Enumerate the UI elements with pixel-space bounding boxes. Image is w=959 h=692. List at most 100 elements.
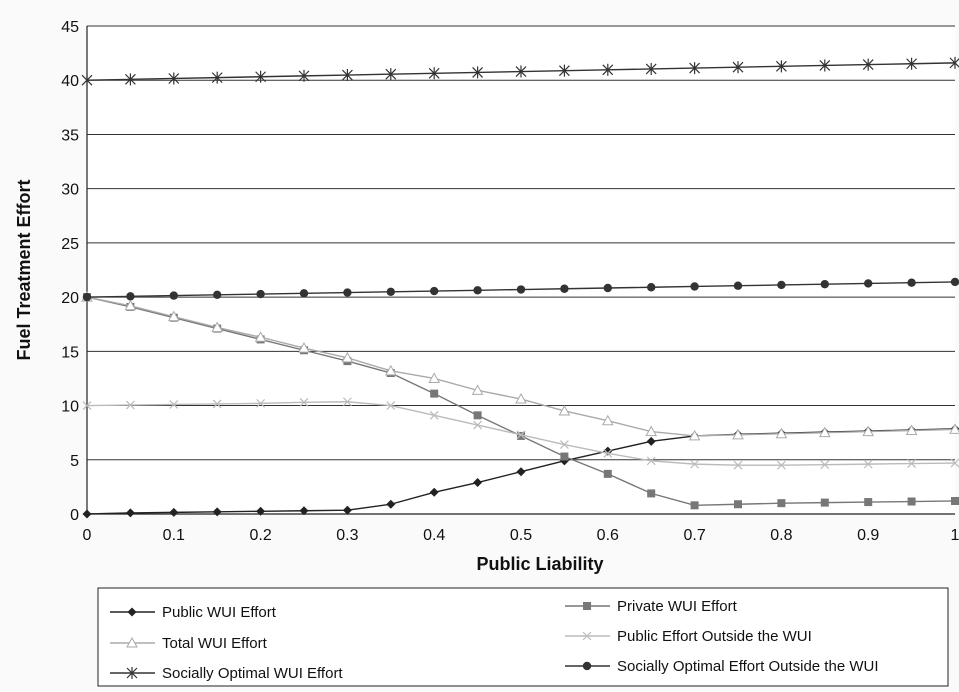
- legend-item: Public WUI Effort: [110, 604, 277, 621]
- data-point: [603, 469, 612, 478]
- data-point: [428, 372, 441, 383]
- data-point: [734, 500, 742, 509]
- y-tick-label: 45: [61, 19, 79, 36]
- y-tick-label: 10: [61, 399, 79, 416]
- data-point: [905, 424, 918, 435]
- x-tick-label: 1: [951, 527, 959, 544]
- data-point: [212, 399, 222, 409]
- data-point: [256, 398, 266, 408]
- data-point: [732, 61, 744, 74]
- x-tick-label: 0.6: [597, 527, 619, 544]
- data-point: [862, 58, 874, 71]
- data-point: [472, 66, 484, 79]
- legend-marker: [126, 667, 138, 679]
- legend-item: Public Effort Outside the WUI: [565, 628, 812, 645]
- data-point: [690, 501, 699, 510]
- data-point: [647, 283, 656, 292]
- x-tick-label: 0.2: [249, 527, 271, 544]
- x-tick-label: 0.9: [857, 527, 879, 544]
- data-point: [255, 70, 267, 83]
- legend-marker: [126, 636, 138, 648]
- legend-item: Socially Optimal Effort Outside the WUI: [565, 658, 878, 675]
- x-tick-label: 0.3: [336, 527, 358, 544]
- data-point: [646, 436, 656, 446]
- data-point: [558, 404, 571, 416]
- x-tick-label: 0.5: [510, 527, 532, 544]
- data-point: [471, 384, 484, 395]
- data-point: [124, 73, 136, 86]
- data-point: [517, 431, 525, 440]
- data-point: [777, 280, 786, 290]
- data-point: [125, 400, 135, 410]
- data-point: [820, 460, 830, 470]
- data-point: [688, 429, 701, 441]
- data-point: [82, 401, 92, 410]
- series-2: [81, 291, 959, 441]
- y-tick-label: 40: [61, 73, 79, 90]
- data-point: [213, 290, 222, 300]
- data-point: [776, 460, 786, 470]
- y-tick-label: 0: [70, 507, 79, 524]
- data-point: [473, 420, 483, 430]
- data-point: [385, 68, 397, 81]
- x-tick-labels: 0 0.1 0.2 0.3 0.4 0.5 0.6 0.7 0.8 0.9 1: [83, 527, 959, 544]
- data-point: [342, 397, 352, 407]
- data-point: [256, 506, 266, 516]
- data-point: [907, 497, 916, 506]
- data-point: [560, 284, 569, 293]
- x-tick-label: 0.4: [423, 527, 445, 544]
- data-point: [733, 281, 743, 290]
- y-tick-label: 20: [61, 290, 79, 307]
- data-point: [560, 452, 569, 461]
- data-point: [950, 277, 959, 287]
- data-point: [126, 292, 135, 301]
- series-3: [82, 397, 959, 470]
- data-point: [645, 62, 657, 75]
- data-point: [430, 286, 439, 296]
- data-point: [125, 508, 135, 518]
- data-point: [732, 428, 744, 440]
- data-point: [211, 71, 223, 84]
- data-point: [777, 499, 786, 508]
- data-point: [863, 459, 873, 469]
- data-point: [343, 288, 352, 297]
- gridlines: [87, 25, 955, 461]
- x-tick-label: 0.1: [163, 527, 185, 544]
- data-point: [603, 448, 613, 458]
- data-point: [516, 430, 526, 440]
- data-point: [473, 411, 482, 420]
- legend-label: Socially Optimal Effort Outside the WUI: [617, 658, 878, 675]
- plot-area: [87, 26, 955, 514]
- legend-box: [97, 587, 949, 687]
- data-point: [907, 278, 916, 287]
- data-point: [82, 292, 92, 302]
- series-4: [81, 56, 959, 87]
- data-point: [558, 64, 570, 77]
- data-point: [775, 60, 787, 73]
- data-point: [168, 72, 180, 85]
- y-tick-label: 35: [61, 127, 79, 144]
- data-point: [81, 74, 93, 87]
- legend-label: Private WUI Effort: [617, 598, 738, 615]
- legend-label: Public Effort Outside the WUI: [617, 628, 812, 645]
- data-point: [775, 427, 788, 439]
- data-point: [690, 459, 700, 469]
- series-layer: [81, 56, 959, 519]
- data-point: [428, 67, 440, 80]
- data-point: [211, 321, 224, 332]
- data-point: [864, 498, 873, 507]
- data-point: [256, 289, 265, 299]
- legend: Public WUI Effort Total WUI Effort Sociall…: [110, 598, 878, 682]
- data-point: [82, 509, 92, 519]
- data-point: [906, 57, 918, 70]
- legend-label: Total WUI Effort: [162, 635, 268, 652]
- data-point: [299, 506, 309, 516]
- data-point: [515, 393, 527, 404]
- data-point: [733, 460, 743, 470]
- data-point: [645, 425, 658, 437]
- data-point: [949, 423, 959, 434]
- data-point: [167, 310, 180, 322]
- data-point: [342, 505, 352, 515]
- data-point: [690, 282, 699, 291]
